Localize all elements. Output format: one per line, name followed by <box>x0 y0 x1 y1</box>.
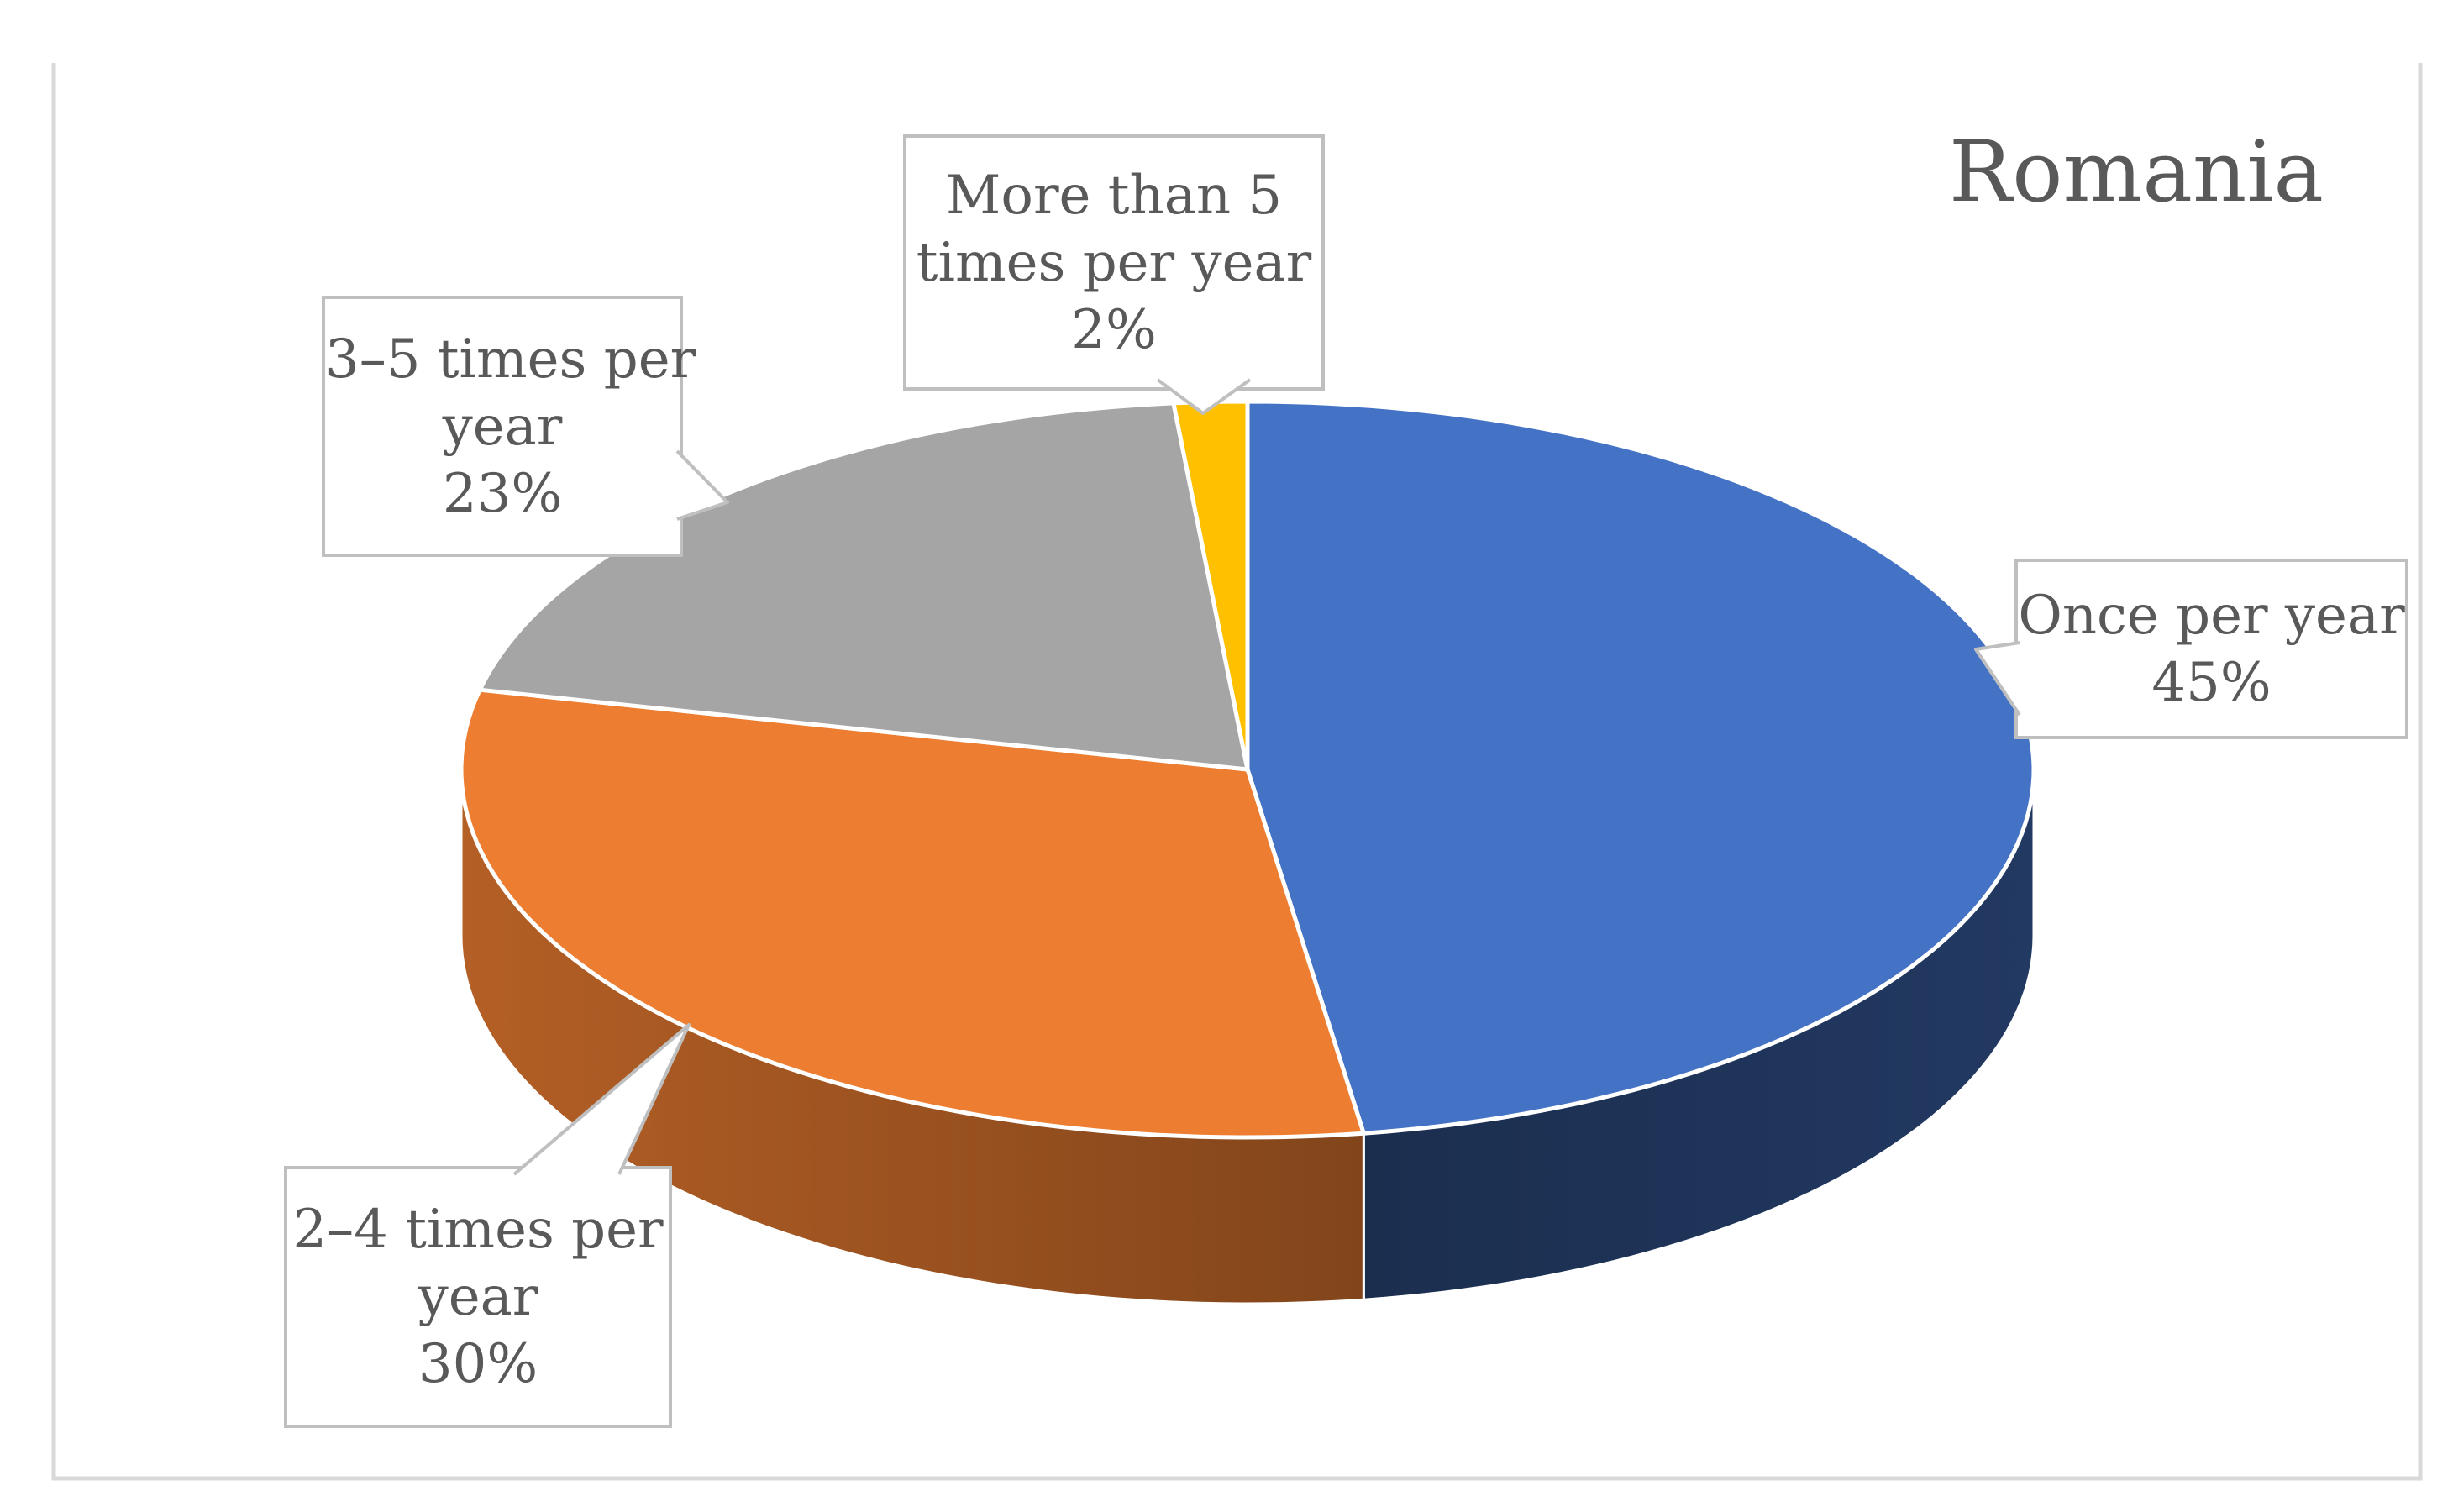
callout-value: 2% <box>1071 298 1157 361</box>
callout-value: 30% <box>418 1333 538 1395</box>
pie-slice-once-per-year <box>1245 399 2036 1136</box>
callout-line: year <box>442 395 563 458</box>
callout-line: 2–4 times per <box>292 1199 664 1261</box>
data-label-callout-three-five-times: 3–5 times per year 23% <box>322 296 696 557</box>
callout-line: More than 5 <box>945 164 1283 227</box>
data-label-callout-two-four-times: 2–4 times per year 30% <box>284 1166 672 1428</box>
chart-title: Romania <box>1949 123 2324 221</box>
callout-line: 3–5 times per <box>325 328 696 391</box>
callout-line: Once per year <box>2018 584 2405 647</box>
data-label-callout-once-per-year: Once per year 45% <box>2014 559 2408 739</box>
callout-value: 23% <box>442 462 563 525</box>
chart-plot-border <box>51 63 2423 1481</box>
callout-line: year <box>418 1266 538 1328</box>
data-label-callout-more-than-five: More than 5 times per year 2% <box>903 134 1325 391</box>
callout-value: 45% <box>2151 651 2272 714</box>
callout-line: times per year <box>916 231 1312 294</box>
